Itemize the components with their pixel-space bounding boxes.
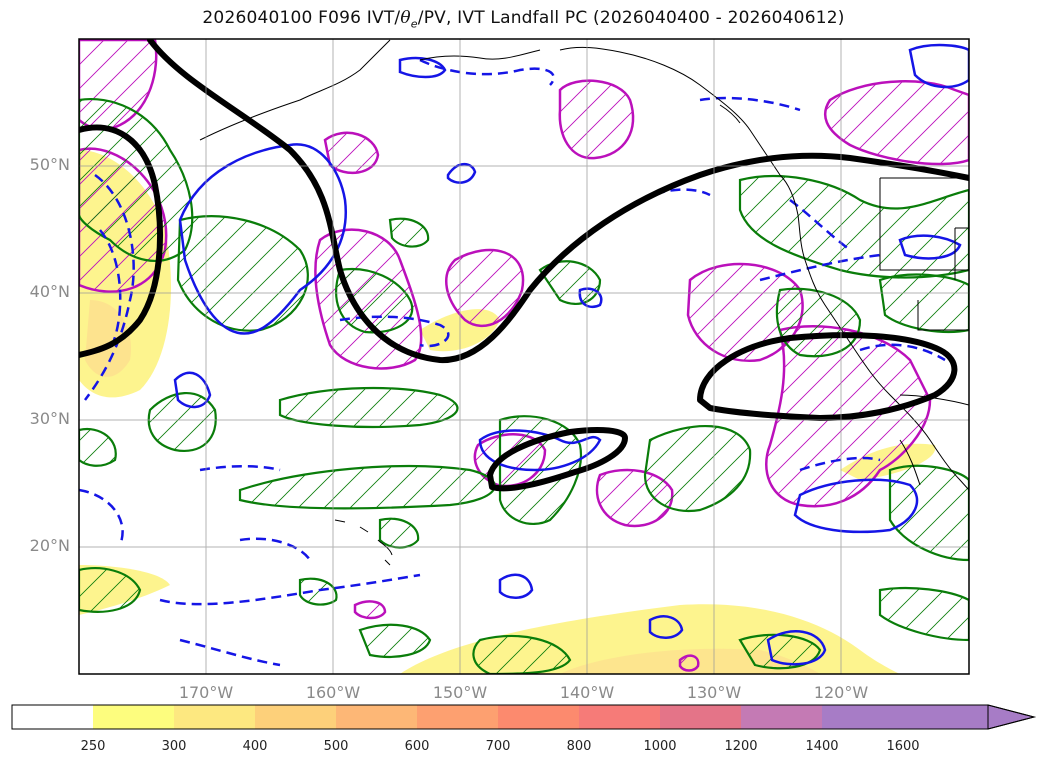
colorbar-segment-7	[579, 705, 660, 729]
lat-label-50n: 50°N	[29, 155, 70, 174]
colorbar-label-1200: 1200	[724, 739, 758, 754]
gridlines	[79, 39, 969, 674]
lat-label-20n: 20°N	[29, 536, 70, 555]
colorbar-segment-5	[417, 705, 498, 729]
colorbar-segment-1	[93, 705, 174, 729]
title-theta: θ	[400, 8, 411, 28]
lon-label-120w: 120°W	[813, 683, 869, 702]
coastlines	[199, 39, 969, 566]
colorbar-segment-3	[255, 705, 336, 729]
colorbar-extend-arrow	[987, 704, 1036, 730]
colorbar-segment-4	[336, 705, 417, 729]
colorbar-label-1600: 1600	[886, 739, 920, 754]
colorbar-label-600: 600	[404, 739, 430, 754]
colorbar-label-300: 300	[161, 739, 187, 754]
theta-e-contours	[79, 98, 969, 674]
colorbar-label-700: 700	[485, 739, 511, 754]
colorbar-label-400: 400	[242, 739, 268, 754]
lon-label-160w: 160°W	[305, 683, 361, 702]
ivt-landfall-contours	[79, 39, 969, 492]
colorbar-label-800: 800	[566, 739, 592, 754]
colorbar	[11, 704, 1036, 730]
title-theta-subscript: e	[410, 17, 418, 31]
chart-title: 2026040100 F096 IVT/θe/PV, IVT Landfall …	[0, 8, 1047, 30]
colorbar-label-1400: 1400	[805, 739, 839, 754]
title-prefix: 2026040100 F096 IVT/	[202, 8, 401, 28]
lon-label-140w: 140°W	[559, 683, 615, 702]
colorbar-segment-9	[741, 705, 822, 729]
colorbar-segment-6	[498, 705, 579, 729]
lon-label-150w: 150°W	[432, 683, 488, 702]
pv-hatched-contours	[79, 39, 969, 672]
lat-label-40n: 40°N	[29, 282, 70, 301]
colorbar-segment-10	[822, 705, 988, 729]
colorbar-label-1000: 1000	[643, 739, 677, 754]
pv-dashed-contours	[79, 58, 946, 667]
pv-solid-contours	[173, 43, 969, 666]
map-frame	[78, 38, 970, 675]
colorbar-segment-2	[174, 705, 255, 729]
lat-label-30n: 30°N	[29, 409, 70, 428]
colorbar-segment-0	[12, 705, 93, 729]
colorbar-label-500: 500	[323, 739, 349, 754]
lon-label-170w: 170°W	[178, 683, 234, 702]
colorbar-outline	[11, 704, 1036, 730]
colorbar-segment-8	[660, 705, 741, 729]
lon-label-130w: 130°W	[686, 683, 742, 702]
title-suffix: /PV, IVT Landfall PC (2026040400 - 20260…	[417, 8, 845, 28]
colorbar-label-250: 250	[80, 739, 106, 754]
